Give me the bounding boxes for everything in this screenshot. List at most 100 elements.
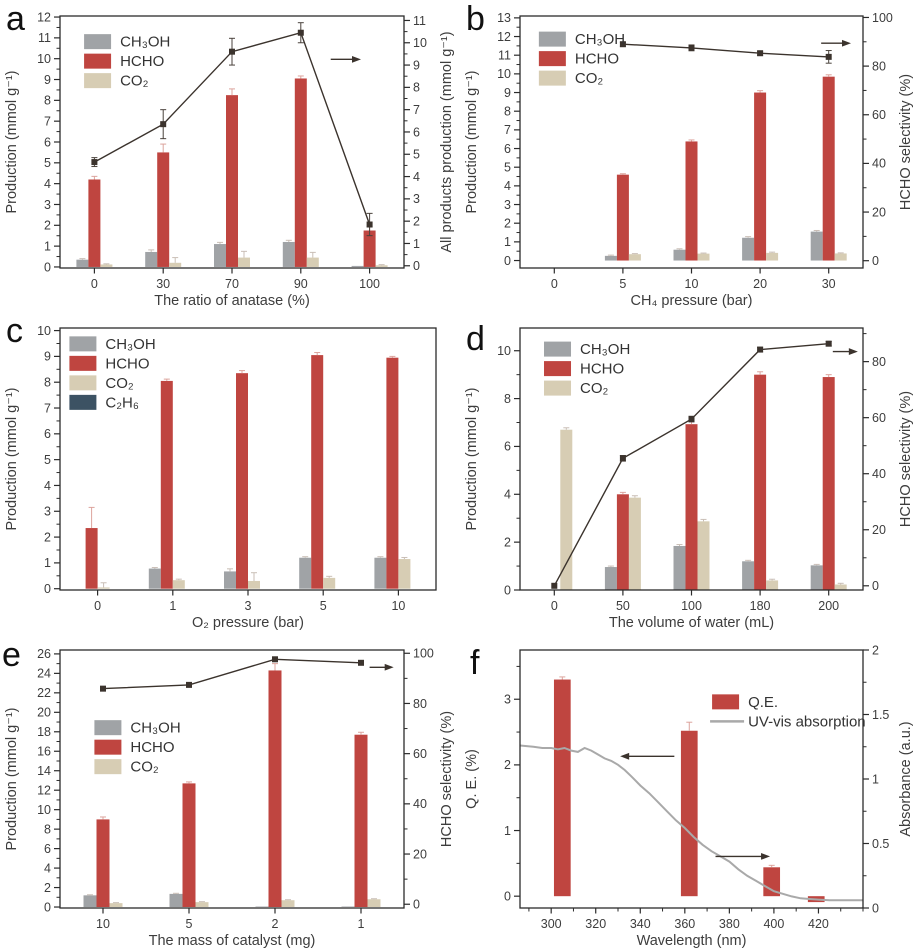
bar <box>386 357 399 589</box>
legend-label: UV-vis absorption <box>748 713 866 730</box>
svg-text:0: 0 <box>872 901 879 915</box>
y2-axis-label: Absorbance (a.u.) <box>898 721 914 836</box>
svg-text:10: 10 <box>96 917 110 931</box>
svg-text:0: 0 <box>551 599 558 613</box>
svg-text:22: 22 <box>37 686 51 700</box>
svg-text:18: 18 <box>37 725 51 739</box>
bar <box>145 251 158 267</box>
legend-swatch <box>69 394 97 410</box>
svg-text:11: 11 <box>498 49 511 63</box>
legend-swatch <box>84 53 112 69</box>
svg-text:6: 6 <box>504 142 511 156</box>
svg-text:8: 8 <box>413 81 420 95</box>
bar <box>100 264 113 267</box>
svg-text:3: 3 <box>44 505 51 519</box>
bar <box>195 902 209 908</box>
bar <box>88 179 101 267</box>
svg-text:2: 2 <box>504 758 511 772</box>
svg-text:6: 6 <box>44 135 51 149</box>
svg-text:5: 5 <box>504 161 511 175</box>
line-marker <box>358 659 364 666</box>
svg-text:9: 9 <box>44 73 51 87</box>
svg-text:9: 9 <box>504 86 511 100</box>
chart-f: 0 1 2 3 0 0.5 1 1.5 2 300 320 340 360 380 400 420 Wavele… <box>464 643 914 949</box>
legend-swatch <box>712 694 740 710</box>
legend-swatch <box>94 720 122 736</box>
svg-text:380: 380 <box>719 917 740 931</box>
svg-text:0: 0 <box>44 582 51 596</box>
legend: CH₃OH HCHO CO₂ <box>94 720 181 776</box>
legend-swatch <box>84 34 112 50</box>
y-axis-label: Production (mmol g⁻¹) <box>4 707 20 850</box>
legend-label: HCHO <box>575 51 619 68</box>
bar <box>169 893 183 908</box>
uv-vis-curve <box>519 744 863 902</box>
bar <box>742 237 755 261</box>
bar <box>673 249 686 261</box>
y2-axis-label: HCHO selectivity (%) <box>439 711 455 847</box>
svg-text:20: 20 <box>872 523 886 537</box>
svg-text:0: 0 <box>44 260 51 274</box>
svg-text:40: 40 <box>872 157 886 171</box>
panel-label-d: d <box>466 320 485 358</box>
svg-text:1.5: 1.5 <box>872 708 889 722</box>
bar <box>673 545 686 590</box>
bar <box>323 577 336 589</box>
legend-label: CH₃OH <box>120 34 170 51</box>
bar <box>97 587 110 589</box>
svg-text:2: 2 <box>272 917 279 931</box>
svg-text:2: 2 <box>44 219 51 233</box>
legend: CH₃OH HCHO CO₂ <box>544 341 630 397</box>
bar <box>268 670 282 908</box>
svg-text:320: 320 <box>585 917 606 931</box>
panel-label-f: f <box>470 644 480 682</box>
bar <box>311 355 324 589</box>
bar <box>299 557 312 589</box>
y-axis-label: Production (mmol g⁻¹) <box>464 387 480 530</box>
svg-text:12: 12 <box>497 30 511 44</box>
bar <box>553 679 571 897</box>
svg-text:11: 11 <box>38 31 51 45</box>
svg-text:24: 24 <box>37 667 51 681</box>
panel-label-e: e <box>2 636 21 674</box>
line-marker <box>91 159 98 166</box>
bar-series-2 <box>97 556 411 589</box>
svg-text:30: 30 <box>822 277 836 291</box>
bar <box>604 567 617 590</box>
svg-text:1: 1 <box>44 239 51 253</box>
legend: CH₃OH HCHO CO₂ <box>84 34 170 90</box>
line-marker <box>186 681 192 688</box>
bar <box>810 231 823 261</box>
svg-text:0: 0 <box>94 599 101 613</box>
panel-d: d 0 2 4 6 8 10 0 20 40 60 80 0 50 100 180 200 The volume… <box>460 312 919 634</box>
svg-text:2: 2 <box>872 643 879 657</box>
svg-text:26: 26 <box>37 647 51 661</box>
svg-text:1: 1 <box>504 235 511 249</box>
bar-series-2 <box>100 250 388 267</box>
svg-text:50: 50 <box>616 599 630 613</box>
svg-text:0: 0 <box>91 277 98 291</box>
bar <box>697 521 710 590</box>
line-series <box>619 41 832 64</box>
svg-text:1: 1 <box>504 824 511 838</box>
svg-text:2: 2 <box>44 881 51 895</box>
bar <box>351 265 364 267</box>
svg-text:11: 11 <box>413 14 426 28</box>
y2-axis-label: HCHO selectivity (%) <box>898 391 914 527</box>
svg-text:60: 60 <box>872 108 886 122</box>
bar <box>374 557 387 589</box>
svg-text:40: 40 <box>413 797 427 811</box>
panel-e: e 0 2 4 6 8 10 12 14 16 18 20 22 24 26 0 20 40 60 80 100 10 5… <box>0 634 460 952</box>
bar <box>306 257 319 267</box>
bar <box>172 580 185 589</box>
svg-text:2: 2 <box>504 217 511 231</box>
bar <box>282 241 295 267</box>
svg-text:3: 3 <box>44 198 51 212</box>
bar <box>294 78 307 267</box>
bar <box>96 819 110 908</box>
legend-swatch <box>544 380 572 396</box>
bar-series-1 <box>88 75 376 267</box>
line-marker <box>297 29 304 36</box>
svg-text:8: 8 <box>44 376 51 390</box>
legend-swatch <box>538 70 566 86</box>
